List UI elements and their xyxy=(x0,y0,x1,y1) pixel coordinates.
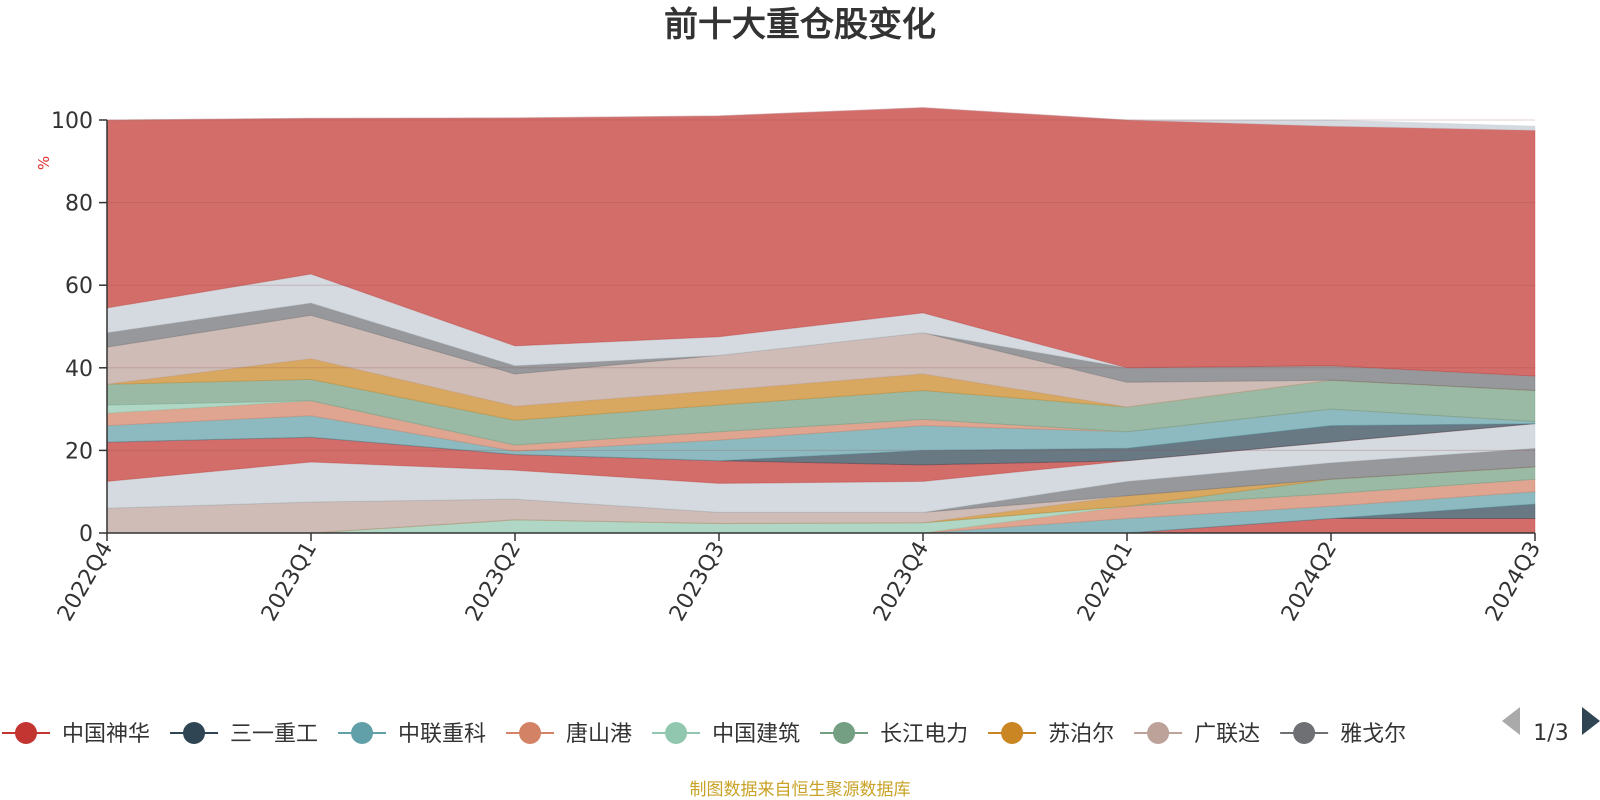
legend-marker-icon xyxy=(665,722,688,744)
x-tick-label: 2023Q4 xyxy=(869,538,934,626)
legend-pager: 1/3 xyxy=(1502,707,1600,746)
legend-item[interactable]: 唐山港 xyxy=(506,722,632,747)
y-axis: 0 20 40 60 80 100 xyxy=(51,109,108,547)
x-tick-label: 2024Q2 xyxy=(1277,538,1342,626)
legend: 中国神华 三一重工 中联重科 唐山港 中国建筑 长江电力 苏泊尔 广联达 雅戈尔 xyxy=(2,722,1406,747)
legend-marker-icon xyxy=(833,722,856,744)
y-tick-label: 80 xyxy=(65,192,93,217)
legend-marker-icon xyxy=(1001,722,1024,744)
legend-item[interactable]: 雅戈尔 xyxy=(1280,722,1406,747)
x-tick-label: 2024Q3 xyxy=(1481,538,1546,626)
x-tick-label: 2023Q3 xyxy=(665,538,730,626)
area-series-21 xyxy=(106,107,1536,377)
x-tick-label: 2023Q2 xyxy=(461,538,526,626)
y-tick-label: 40 xyxy=(65,357,93,382)
y-axis-unit-label: % xyxy=(35,156,53,170)
legend-marker-icon xyxy=(1293,722,1316,744)
x-tick-label: 2022Q4 xyxy=(53,538,118,626)
data-source-note: 制图数据来自恒生聚源数据库 xyxy=(690,780,911,800)
legend-marker-icon xyxy=(519,722,542,744)
legend-item[interactable]: 中国建筑 xyxy=(652,722,800,747)
legend-marker-icon xyxy=(351,722,374,744)
y-tick-label: 100 xyxy=(51,109,93,134)
legend-item[interactable]: 中联重科 xyxy=(338,722,486,747)
legend-label: 中国神华 xyxy=(62,722,150,747)
area-series-22 xyxy=(106,107,1536,131)
prev-page-icon[interactable] xyxy=(1502,707,1520,735)
legend-marker-icon xyxy=(183,722,206,744)
legend-marker-icon xyxy=(15,722,37,744)
area-series-6 xyxy=(107,466,1536,534)
legend-label: 中联重科 xyxy=(398,722,486,747)
y-tick-label: 0 xyxy=(79,522,93,547)
legend-label: 广联达 xyxy=(1194,722,1260,747)
legend-label: 中国建筑 xyxy=(712,722,800,747)
legend-label: 长江电力 xyxy=(880,722,968,747)
legend-item[interactable]: 长江电力 xyxy=(820,722,968,747)
x-tick-label: 2023Q1 xyxy=(257,538,322,626)
legend-item[interactable]: 苏泊尔 xyxy=(988,722,1114,747)
legend-label: 唐山港 xyxy=(566,722,632,747)
area-series-19 xyxy=(106,302,1536,392)
legend-item[interactable]: 三一重工 xyxy=(170,722,318,747)
legend-label: 苏泊尔 xyxy=(1048,722,1114,747)
chart-title: 前十大重仓股变化 xyxy=(664,5,936,45)
next-page-icon[interactable] xyxy=(1582,707,1600,735)
legend-label: 雅戈尔 xyxy=(1340,722,1406,747)
area-series-16 xyxy=(106,378,1536,446)
legend-item[interactable]: 广联达 xyxy=(1134,722,1260,747)
x-tick-label: 2024Q1 xyxy=(1073,538,1138,626)
legend-page-indicator: 1/3 xyxy=(1533,721,1568,746)
area-series-group xyxy=(106,107,1536,534)
legend-label: 三一重工 xyxy=(230,722,318,747)
y-tick-label: 60 xyxy=(65,274,93,299)
legend-marker-icon xyxy=(1147,722,1170,744)
y-tick-label: 20 xyxy=(65,439,93,464)
x-axis: 2022Q4 2023Q1 2023Q2 2023Q3 2023Q4 2024Q1 2024… xyxy=(53,532,1546,626)
legend-item[interactable]: 中国神华 xyxy=(2,722,150,747)
